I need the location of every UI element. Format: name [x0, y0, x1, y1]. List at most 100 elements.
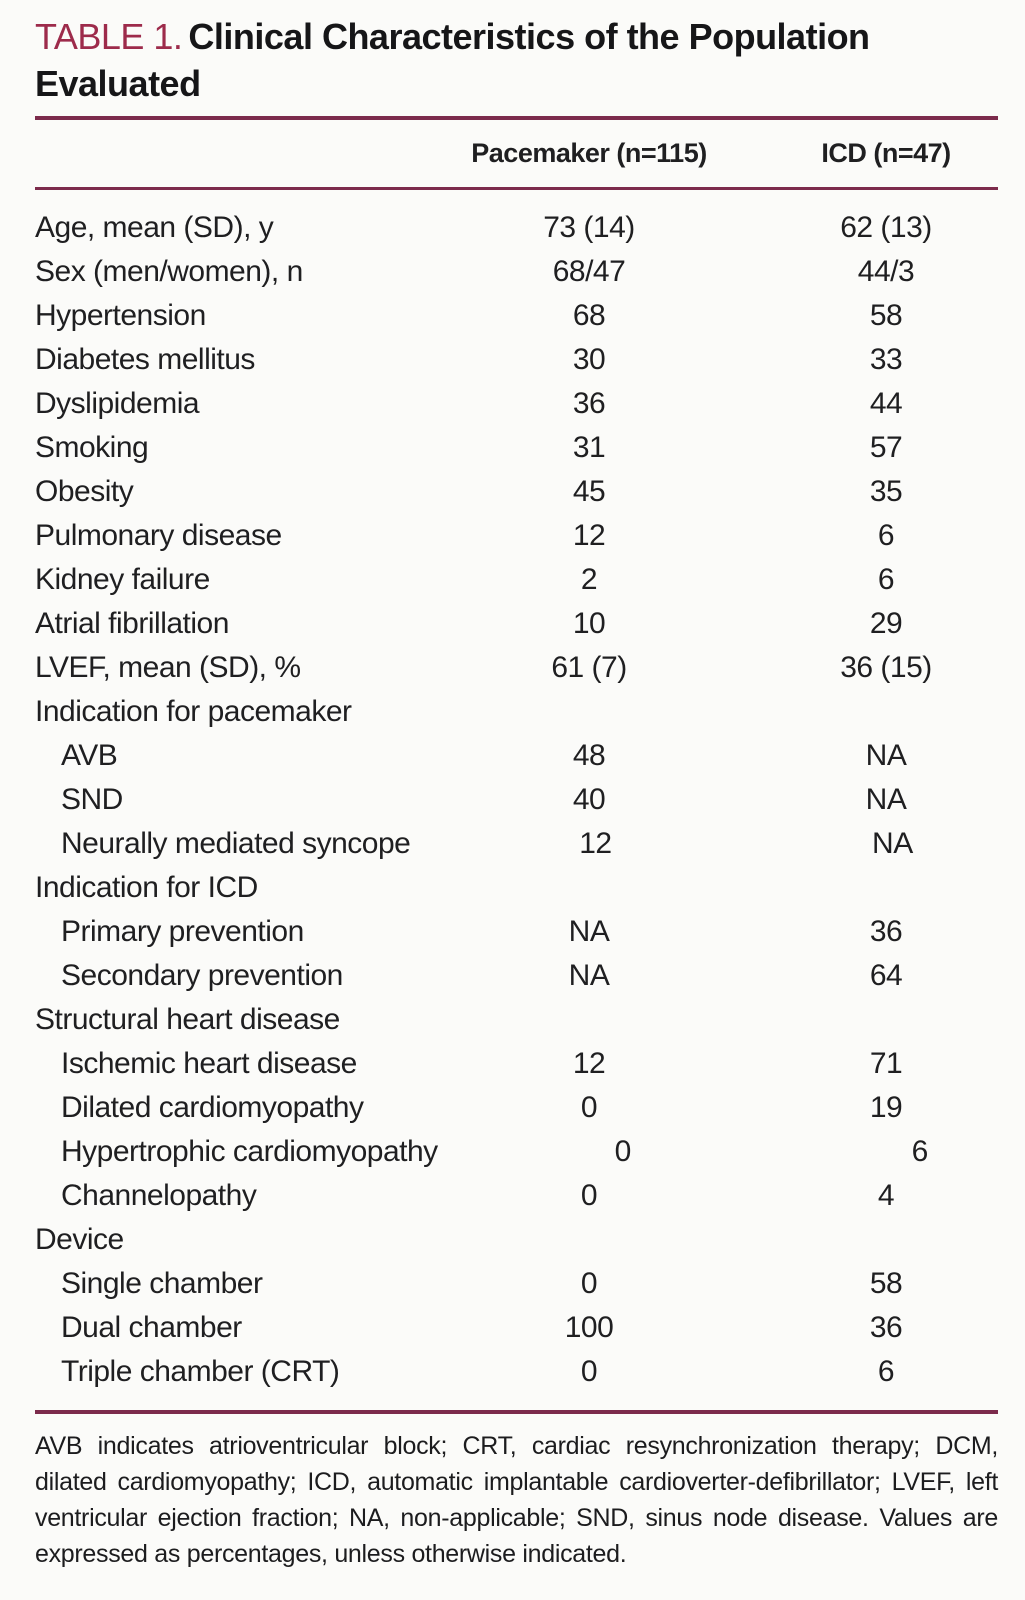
pacemaker-value: 0: [580, 1179, 598, 1212]
pacemaker-value: 40: [572, 783, 606, 816]
pacemaker-value: 68/47: [552, 255, 626, 288]
table-number-label: TABLE 1.: [35, 16, 183, 57]
icd-value: 19: [869, 1091, 903, 1124]
icd-value: 36: [869, 915, 903, 948]
pacemaker-value: 0: [580, 1267, 598, 1300]
column-header-icd: ICD (n=47): [821, 138, 951, 168]
row-label: Triple chamber (CRT): [61, 1355, 340, 1388]
table-row: Secondary prevention NA 64: [35, 954, 998, 998]
row-label: SND: [61, 783, 123, 816]
row-label: Age, mean (SD), y: [35, 211, 274, 244]
pacemaker-value: 61 (7): [551, 651, 627, 684]
row-label: Atrial fibrillation: [35, 607, 229, 640]
icd-value: NA: [872, 827, 913, 860]
row-label: Single chamber: [61, 1267, 263, 1300]
row-label: LVEF, mean (SD), %: [35, 651, 301, 684]
row-label: Indication for pacemaker: [35, 695, 352, 728]
column-header-pacemaker: Pacemaker (n=115): [471, 138, 707, 168]
icd-value: 6: [877, 519, 895, 552]
row-label: Kidney failure: [35, 563, 210, 596]
pacemaker-value: 12: [572, 1047, 606, 1080]
table-title: TABLE 1. Clinical Characteristics of the …: [35, 13, 998, 107]
table-row: LVEF, mean (SD), % 61 (7) 36 (15): [35, 646, 998, 690]
row-label: Obesity: [35, 475, 134, 508]
pacemaker-value: 12: [579, 827, 612, 860]
pacemaker-value: 0: [580, 1091, 598, 1124]
icd-value: 44: [869, 387, 903, 420]
pacemaker-value: 48: [572, 739, 606, 772]
table-row: Structural heart disease: [35, 998, 998, 1042]
table-row: Kidney failure 2 6: [35, 558, 998, 602]
icd-value: 35: [869, 475, 903, 508]
top-rule: [35, 116, 998, 120]
pacemaker-value: 100: [564, 1311, 614, 1344]
icd-value: 58: [869, 1267, 903, 1300]
row-label: Ischemic heart disease: [61, 1047, 357, 1080]
row-label: Indication for ICD: [35, 871, 258, 904]
row-label: Primary prevention: [61, 915, 304, 948]
icd-value: 6: [877, 563, 895, 596]
table-row: Ischemic heart disease 12 71: [35, 1042, 998, 1086]
row-label: Pulmonary disease: [35, 519, 282, 552]
table-row: Diabetes mellitus 30 33: [35, 338, 998, 382]
table-row: Hypertension 68 58: [35, 294, 998, 338]
table-row: Dyslipidemia 36 44: [35, 382, 998, 426]
pacemaker-value: 2: [580, 563, 598, 596]
pacemaker-value: 0: [580, 1355, 598, 1388]
icd-value: 71: [869, 1047, 903, 1080]
row-label: Neurally mediated syncope: [61, 827, 411, 860]
pacemaker-value: 12: [572, 519, 606, 552]
table-row: Single chamber 0 58: [35, 1262, 998, 1306]
pacemaker-value: 0: [614, 1135, 632, 1168]
header-rule: [35, 187, 998, 190]
bottom-rule: [35, 1410, 998, 1414]
pacemaker-value: 68: [572, 299, 606, 332]
row-label: AVB: [61, 739, 118, 772]
pacemaker-value: 10: [572, 607, 606, 640]
pacemaker-value: 73 (14): [543, 211, 635, 244]
icd-value: 57: [869, 431, 903, 464]
icd-value: 33: [869, 343, 903, 376]
table-row: Atrial fibrillation 10 29: [35, 602, 998, 646]
table-title-text: Clinical Characteristics of the Populati…: [35, 16, 870, 104]
icd-value: 64: [869, 959, 903, 992]
icd-value: 6: [911, 1135, 929, 1168]
column-header-row: Pacemaker (n=115) ICD (n=47): [35, 120, 998, 187]
table-row: SND 40 NA: [35, 778, 998, 822]
row-label: Dual chamber: [61, 1311, 242, 1344]
row-label: Smoking: [35, 431, 149, 464]
row-label: Hypertrophic cardiomyopathy: [61, 1135, 438, 1168]
pacemaker-value: 45: [572, 475, 606, 508]
table-row: Channelopathy 0 4: [35, 1174, 998, 1218]
table-row: Indication for ICD: [35, 866, 998, 910]
icd-value: 36 (15): [840, 651, 932, 684]
row-label: Hypertension: [35, 299, 206, 332]
table-body: Age, mean (SD), y 73 (14) 62 (13) Sex (m…: [35, 190, 998, 1394]
table-row: Triple chamber (CRT) 0 6: [35, 1350, 998, 1394]
icd-value: NA: [865, 783, 907, 816]
table-row: Dual chamber 100 36: [35, 1306, 998, 1350]
row-label: Sex (men/women), n: [35, 255, 303, 288]
pacemaker-value: NA: [568, 959, 610, 992]
row-label: Dilated cardiomyopathy: [61, 1091, 364, 1124]
row-label: Device: [35, 1223, 124, 1256]
row-label: Dyslipidemia: [35, 387, 200, 420]
icd-value: 6: [877, 1355, 895, 1388]
table-row: Hypertrophic cardiomyopathy 0 6: [35, 1130, 998, 1174]
table-row: Primary prevention NA 36: [35, 910, 998, 954]
row-label: Structural heart disease: [35, 1003, 340, 1036]
icd-value: 4: [877, 1179, 895, 1212]
icd-value: 29: [869, 607, 903, 640]
icd-value: 62 (13): [840, 211, 932, 244]
row-label: Channelopathy: [61, 1179, 257, 1212]
table-row: Neurally mediated syncope 12 NA: [35, 822, 998, 866]
table-row: Indication for pacemaker: [35, 690, 998, 734]
row-label: Diabetes mellitus: [35, 343, 255, 376]
table-row: Obesity 45 35: [35, 470, 998, 514]
icd-value: NA: [865, 739, 907, 772]
icd-value: 58: [869, 299, 903, 332]
table-row: Age, mean (SD), y 73 (14) 62 (13): [35, 206, 998, 250]
table-row: Sex (men/women), n 68/47 44/3: [35, 250, 998, 294]
table-row: Device: [35, 1218, 998, 1262]
